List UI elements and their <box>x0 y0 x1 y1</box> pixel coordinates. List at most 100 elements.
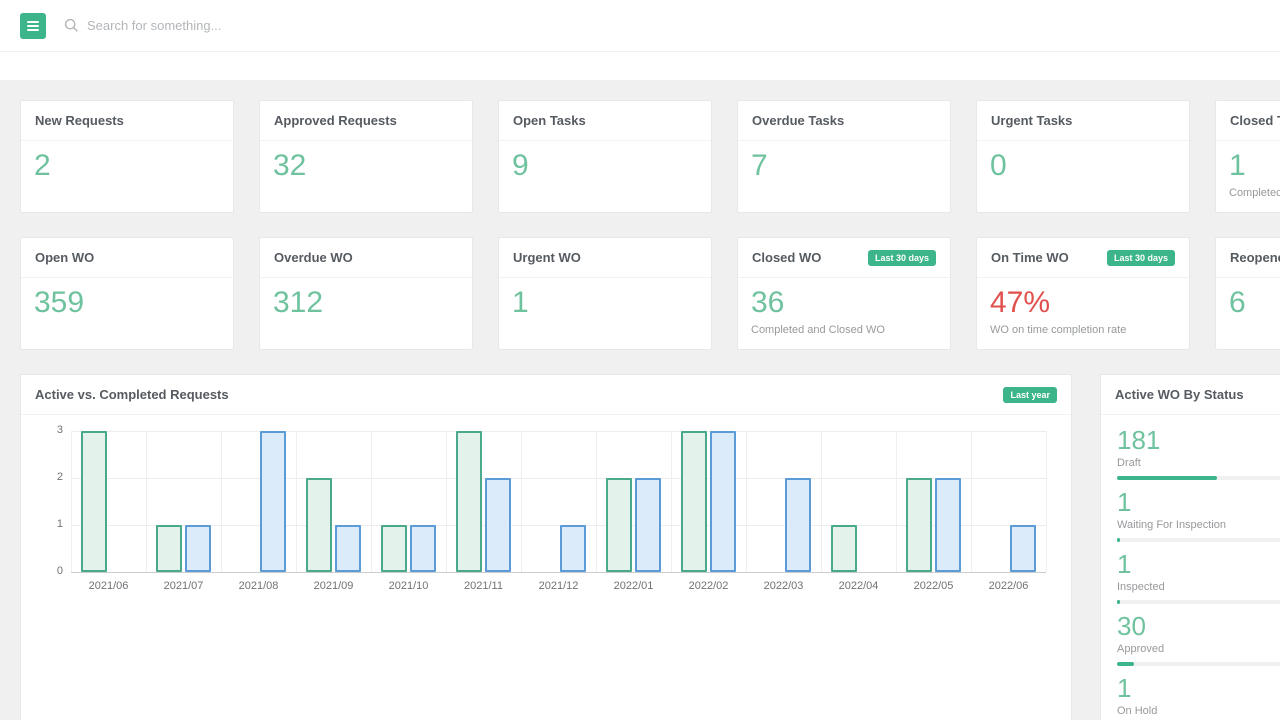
stat-card-title: Closed Tasks <box>1230 113 1280 128</box>
bar-slot-2022/02 <box>671 431 746 572</box>
status-item-draft: 181 Draft <box>1117 425 1280 480</box>
y-axis-tick-label: 3 <box>56 424 63 436</box>
y-axis-tick-label: 0 <box>56 565 63 577</box>
stat-card-value: 1 <box>512 286 529 319</box>
search-input[interactable] <box>87 18 507 33</box>
gridline-x <box>446 431 447 572</box>
completed-bar <box>635 478 661 572</box>
stat-card-approved-requests[interactable]: Approved Requests 32 <box>259 100 473 213</box>
gridline-x <box>371 431 372 572</box>
stat-card-header: New Requests <box>21 101 233 141</box>
completed-bar <box>335 525 361 572</box>
stat-card-title: Overdue Tasks <box>752 113 845 128</box>
active-bar <box>831 525 857 572</box>
status-progress-fill <box>1117 662 1135 666</box>
gridline-x <box>1046 431 1047 572</box>
stat-card-body: 359 <box>21 278 233 328</box>
stat-card-title: Urgent WO <box>513 250 581 265</box>
x-axis-tick-label: 2022/05 <box>913 580 954 592</box>
stat-cards-row-1: New Requests 2 Approved Requests 32 Open Tas… <box>20 100 1280 213</box>
stat-card-title: New Requests <box>35 113 124 128</box>
gridline-x <box>746 431 747 572</box>
requests-chart-header: Active vs. Completed Requests Last year <box>21 375 1071 415</box>
bar-slot-2022/06 <box>971 431 1046 572</box>
x-axis-tick-label: 2022/04 <box>838 580 879 592</box>
completed-bar <box>485 478 511 572</box>
stat-card-subtitle: Completed and Closed WO <box>751 324 885 336</box>
stat-card-header: Closed WO Last 30 days <box>738 238 950 278</box>
stat-card-on-time-wo[interactable]: On Time WO Last 30 days 47% WO on time comp… <box>976 237 1190 350</box>
stat-card-header: Approved Requests <box>260 101 472 141</box>
active-bar <box>456 431 482 572</box>
stat-card-header: Urgent Tasks <box>977 101 1189 141</box>
stat-card-value: 32 <box>273 149 307 182</box>
stat-card-reopened-wo[interactable]: Reopened WO 6 <box>1215 237 1280 350</box>
status-item-value: 1 <box>1117 549 1132 579</box>
gridline-x <box>896 431 897 572</box>
gridline-x <box>971 431 972 572</box>
stat-card-open-tasks[interactable]: Open Tasks 9 <box>498 100 712 213</box>
status-item-inspected: 1 Inspected <box>1117 549 1280 604</box>
stat-card-open-wo[interactable]: Open WO 359 <box>20 237 234 350</box>
status-progress-track <box>1117 538 1280 542</box>
status-items-list: 181 Draft 1 Waiting For Inspection 1 Inspecte… <box>1101 415 1280 720</box>
completed-bar <box>935 478 961 572</box>
status-item-value: 181 <box>1117 425 1161 455</box>
gridline-x <box>521 431 522 572</box>
stat-card-value: 312 <box>273 286 324 319</box>
stat-card-value: 47% <box>990 286 1051 319</box>
status-progress-fill <box>1117 476 1218 480</box>
stat-card-header: Overdue WO <box>260 238 472 278</box>
bar-slot-2022/05 <box>896 431 971 572</box>
x-axis-tick-label: 2022/03 <box>763 580 804 592</box>
stat-card-body: 7 <box>738 141 950 191</box>
x-axis-tick-label: 2022/06 <box>988 580 1029 592</box>
gridline-x <box>146 431 147 572</box>
stat-card-overdue-tasks[interactable]: Overdue Tasks 7 <box>737 100 951 213</box>
bar-slot-2022/04 <box>821 431 896 572</box>
stat-card-body: 36 Completed and Closed WO <box>738 278 950 344</box>
x-axis-tick-label: 2022/01 <box>613 580 654 592</box>
stat-card-body: 47% WO on time completion rate <box>977 278 1189 344</box>
active-bar <box>306 478 332 572</box>
stat-card-urgent-tasks[interactable]: Urgent Tasks 0 <box>976 100 1190 213</box>
stat-card-closed-tasks[interactable]: Closed Tasks 1 Completed and Closed Tasks <box>1215 100 1280 213</box>
active-wo-by-status-panel: Active WO By Status 181 Draft 1 Waiting For… <box>1100 374 1280 720</box>
status-item-label: Waiting For Inspection <box>1117 519 1227 531</box>
gridline-x <box>71 431 72 572</box>
stat-card-closed-wo[interactable]: Closed WO Last 30 days 36 Completed and Clo… <box>737 237 951 350</box>
stat-card-value: 359 <box>34 286 85 319</box>
stat-card-urgent-wo[interactable]: Urgent WO 1 <box>498 237 712 350</box>
x-axis-tick-label: 2021/08 <box>238 580 279 592</box>
stat-card-body: 312 <box>260 278 472 328</box>
hamburger-menu-button[interactable] <box>20 12 46 39</box>
x-axis-tick-label: 2021/10 <box>388 580 429 592</box>
gridline-x <box>221 431 222 572</box>
stat-card-badge: Last 30 days <box>1106 249 1175 266</box>
active-bar <box>606 478 632 572</box>
stat-card-body: 6 <box>1216 278 1280 328</box>
status-progress-track <box>1117 476 1280 480</box>
stat-card-value: 0 <box>990 149 1007 182</box>
active-bar <box>81 431 107 572</box>
bar-slot-2021/11 <box>446 431 521 572</box>
x-axis-tick-label: 2021/06 <box>88 580 129 592</box>
hamburger-icon <box>27 20 39 23</box>
status-item-approved: 30 Approved <box>1117 611 1280 666</box>
stat-card-overdue-wo[interactable]: Overdue WO 312 <box>259 237 473 350</box>
stat-card-subtitle: Completed and Closed Tasks <box>1229 187 1280 199</box>
stat-card-value: 1 <box>1229 149 1246 182</box>
top-bar <box>0 0 1280 52</box>
stat-card-body: 1 <box>499 278 711 328</box>
last-year-badge: Last year <box>1003 386 1057 403</box>
y-axis-tick-label: 2 <box>56 471 63 483</box>
stat-card-new-requests[interactable]: New Requests 2 <box>20 100 234 213</box>
stat-card-header: Open Tasks <box>499 101 711 141</box>
stat-card-title: Urgent Tasks <box>991 113 1073 128</box>
stat-card-header: On Time WO Last 30 days <box>977 238 1189 278</box>
stat-cards-row-2: Open WO 359 Overdue WO 312 Urgent WO 1 Closed … <box>20 237 1280 350</box>
requests-chart-card: Active vs. Completed Requests Last year … <box>20 374 1072 720</box>
stat-card-subtitle: WO on time completion rate <box>990 324 1127 336</box>
status-progress-track <box>1117 662 1280 666</box>
bar-slot-2021/12 <box>521 431 596 572</box>
